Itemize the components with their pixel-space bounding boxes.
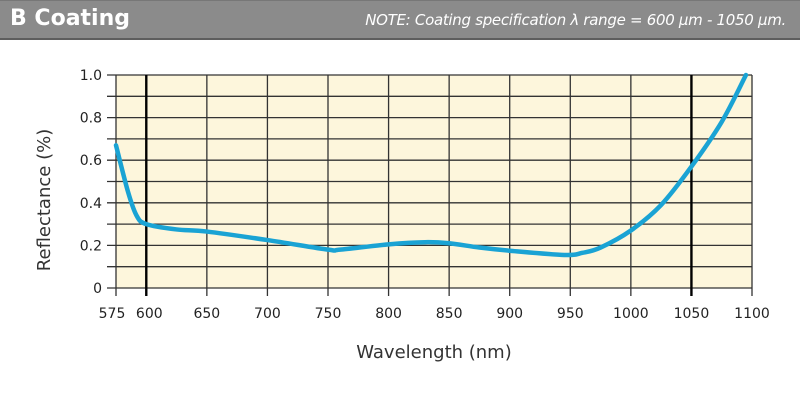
header-bar: B Coating NOTE: Coating specification λ … <box>0 0 800 40</box>
x-tick-label: 900 <box>496 306 523 322</box>
x-tick-label: 800 <box>375 306 402 322</box>
x-tick-label: 1100 <box>734 306 770 322</box>
x-tick-label: 600 <box>136 306 163 322</box>
x-tick-label: 850 <box>436 306 463 322</box>
x-axis-label: Wavelength (nm) <box>356 342 512 363</box>
x-tick-label: 950 <box>557 306 584 322</box>
x-tick-label: 650 <box>193 306 220 322</box>
y-tick-label: 0.8 <box>80 111 102 127</box>
grid <box>107 74 753 296</box>
y-tick-label: 1.0 <box>80 68 102 84</box>
x-tick-label: 1000 <box>613 306 649 322</box>
y-tick-label: 0.2 <box>80 238 102 254</box>
x-tick-label: 575 <box>99 306 126 322</box>
chart-title: B Coating <box>10 6 131 31</box>
y-tick-label: 0.4 <box>80 196 102 212</box>
x-tick-label: 1050 <box>674 306 710 322</box>
spec-note: NOTE: Coating specification λ range = 60… <box>365 11 786 29</box>
tick-labels: 575 600 650 700 750 800 850 900 950 1000 1050 1100 0… <box>80 68 770 322</box>
x-tick-label: 700 <box>254 306 281 322</box>
y-axis-label: Reflectance (%) <box>34 129 55 271</box>
y-tick-label: 0 <box>93 281 102 297</box>
y-tick-label: 0.6 <box>80 153 102 169</box>
x-tick-label: 750 <box>315 306 342 322</box>
series-line <box>113 72 749 258</box>
